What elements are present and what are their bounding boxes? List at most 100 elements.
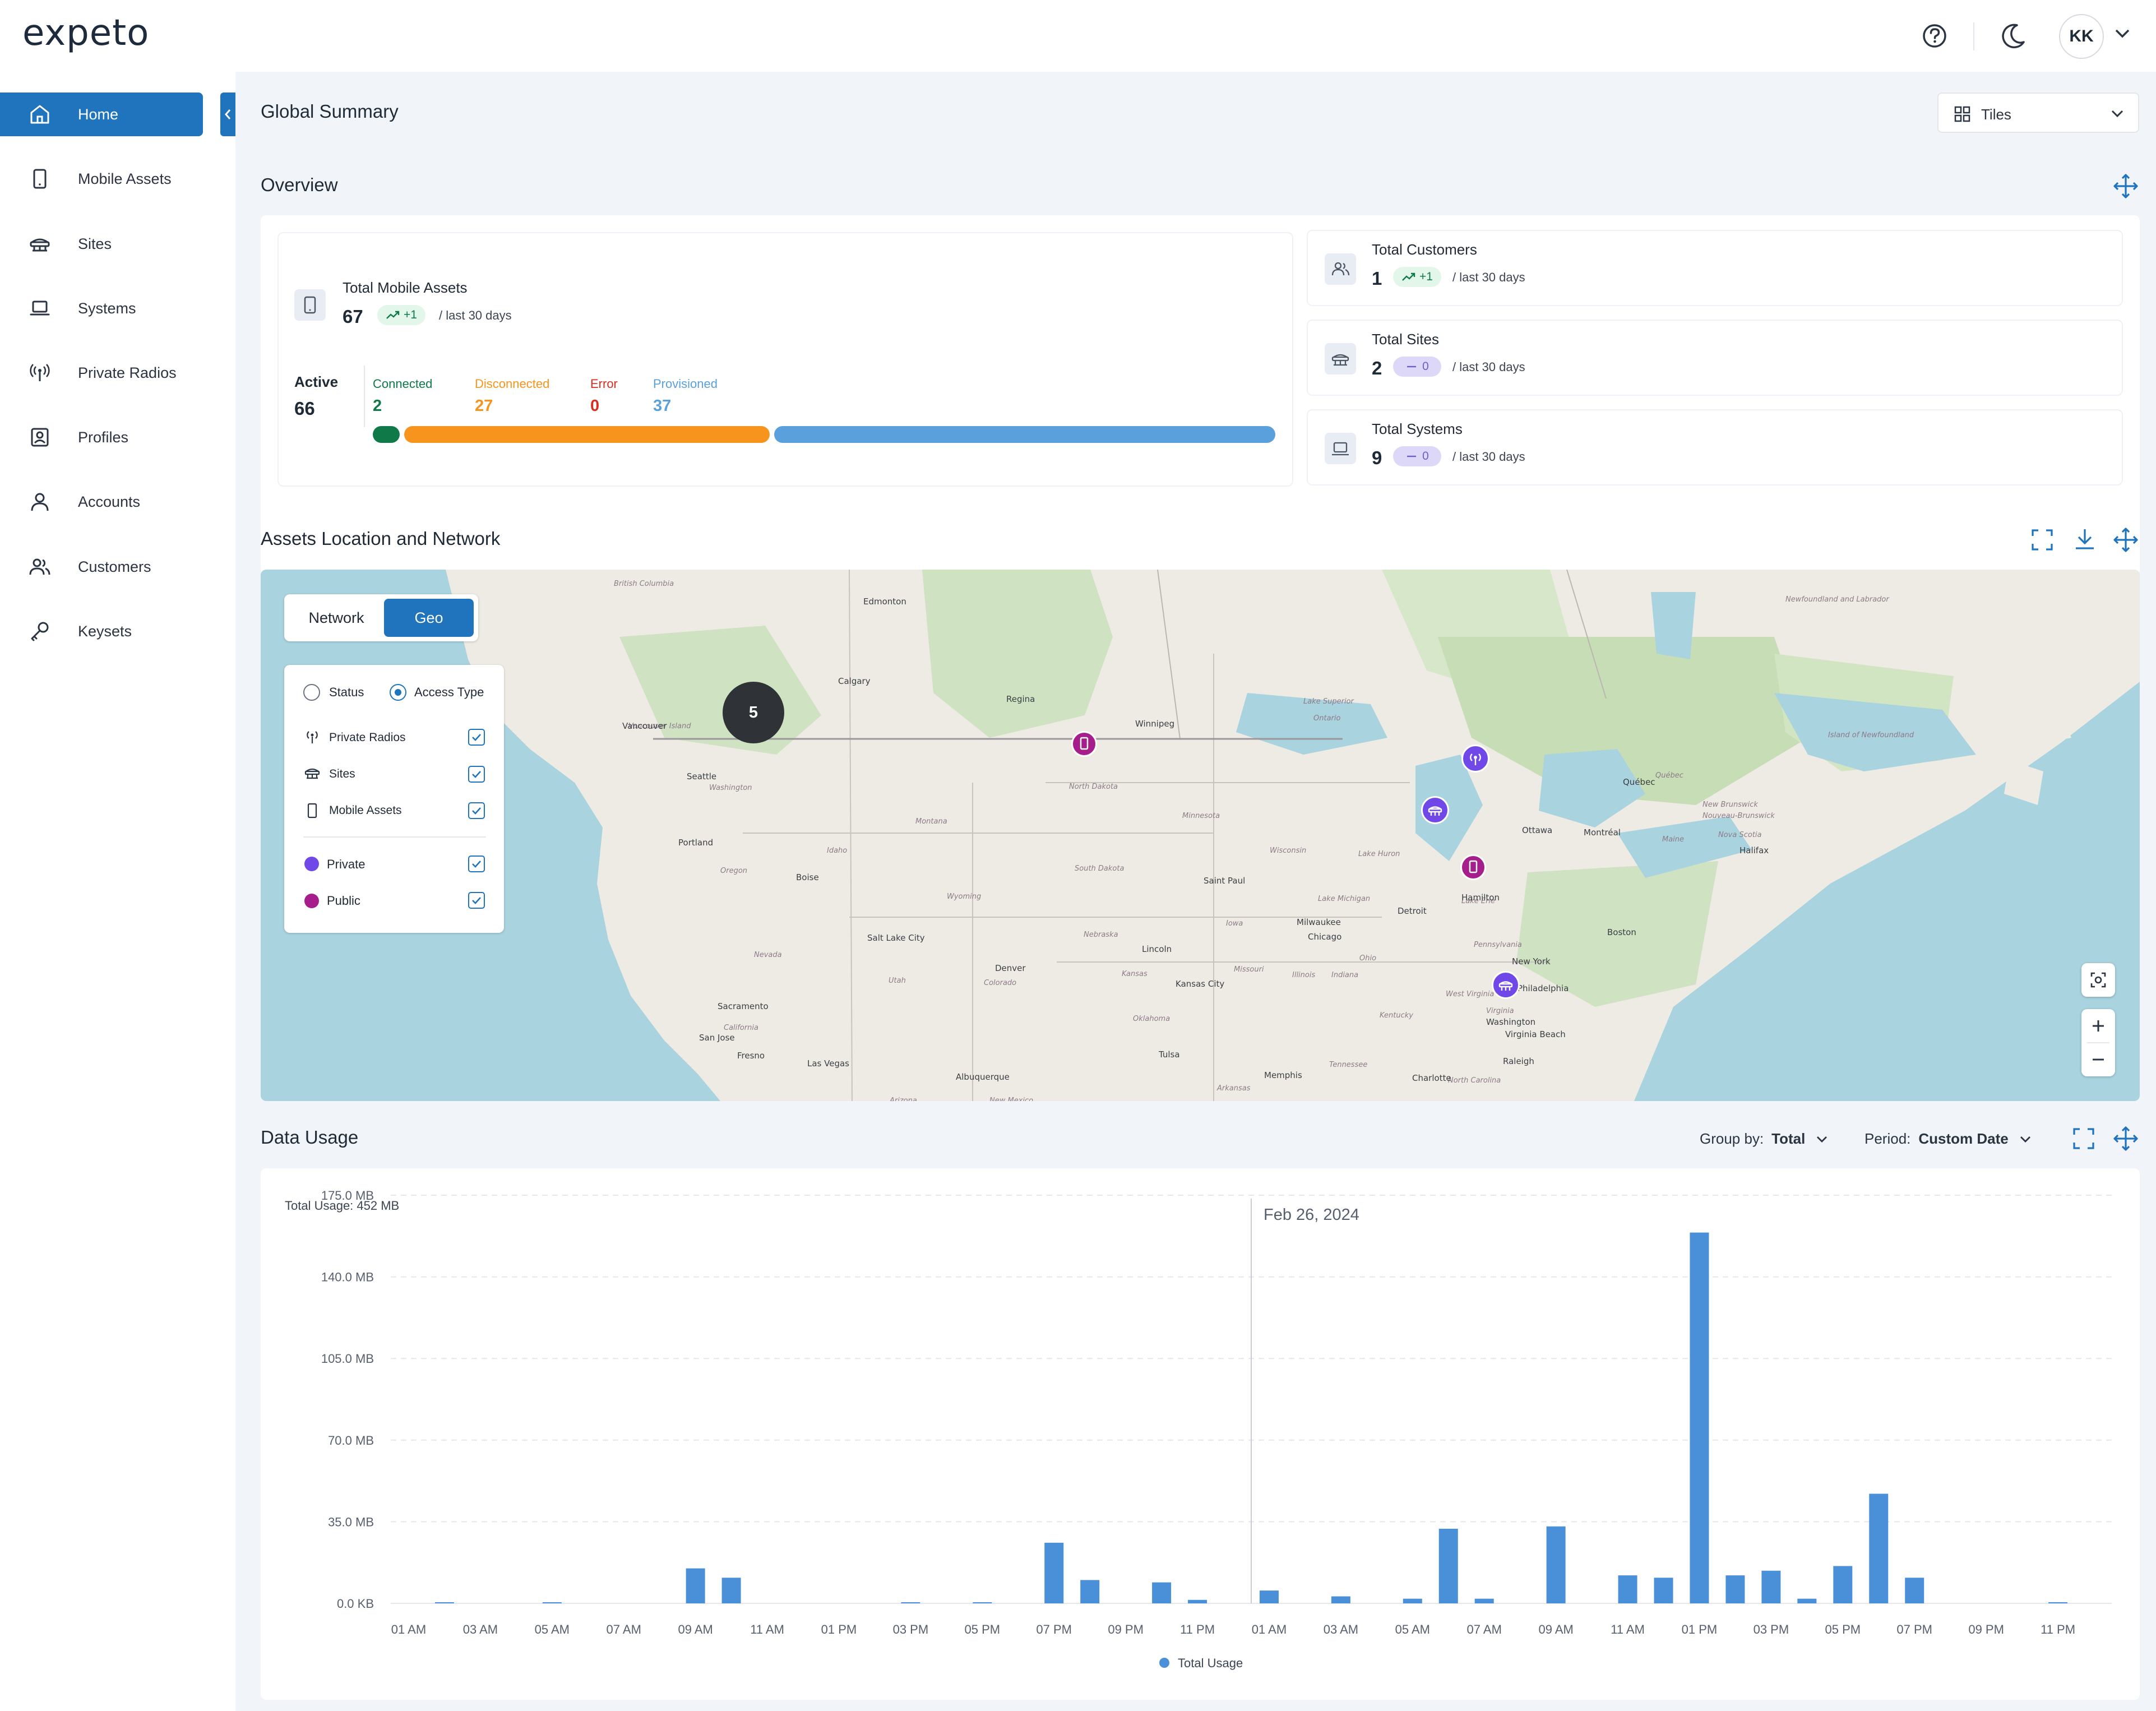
chart-canvas: 175.0 MB 140.0 MB 105.0 MB 70.0 MB 35.0 MB 0.… xyxy=(321,1189,2112,1670)
usage-bar[interactable] xyxy=(2048,1602,2068,1603)
mobile-asset-marker[interactable] xyxy=(1071,731,1097,757)
usage-bar[interactable] xyxy=(1331,1596,1350,1603)
usage-bar[interactable] xyxy=(1080,1580,1100,1603)
site-marker[interactable] xyxy=(1421,796,1449,824)
checkbox-private-radios[interactable] xyxy=(468,729,485,746)
drag-move-icon[interactable] xyxy=(2113,173,2139,199)
dark-mode-moon-icon[interactable] xyxy=(2000,19,2028,53)
laptop-icon xyxy=(30,300,50,316)
top-header: expeto KK xyxy=(0,0,2156,72)
x-tick-label: 09 AM xyxy=(1538,1622,1573,1636)
usage-bar[interactable] xyxy=(686,1568,705,1603)
checkbox-public[interactable] xyxy=(468,892,485,909)
chevron-down-icon[interactable] xyxy=(2113,27,2131,40)
y-tick-label: 175.0 MB xyxy=(321,1189,374,1203)
usage-bar[interactable] xyxy=(1654,1578,1673,1603)
map-region-label: New Brunswick xyxy=(1702,801,1758,809)
sidebar-collapse-button[interactable] xyxy=(220,93,237,136)
tab-network[interactable]: Network xyxy=(308,609,364,626)
usage-bar[interactable] xyxy=(901,1602,920,1603)
radio-status-label: Status xyxy=(329,685,364,699)
usage-bar[interactable] xyxy=(1188,1599,1207,1603)
usage-bar[interactable] xyxy=(1152,1582,1172,1603)
map-city-label: San Jose xyxy=(699,1033,735,1043)
expeto-logo[interactable]: expeto xyxy=(22,12,150,54)
private-radio-marker[interactable] xyxy=(1461,744,1489,773)
private-color-dot xyxy=(304,857,319,871)
active-count: 66 xyxy=(294,398,315,419)
usage-bar[interactable] xyxy=(721,1578,741,1603)
usage-bar[interactable] xyxy=(1833,1566,1853,1603)
sidebar-item-private-radios[interactable]: Private Radios xyxy=(0,351,203,395)
fullscreen-icon[interactable] xyxy=(2072,1127,2095,1150)
view-select[interactable]: Tiles xyxy=(1937,93,2139,133)
map-city-label: Calgary xyxy=(838,676,871,686)
usage-bar[interactable] xyxy=(1044,1542,1064,1603)
asset-cluster-marker[interactable]: 5 xyxy=(723,682,784,743)
map-region-label: Lake Michigan xyxy=(1318,895,1371,903)
usage-bar[interactable] xyxy=(973,1602,992,1603)
usage-bar[interactable] xyxy=(542,1602,562,1603)
usage-bar[interactable] xyxy=(1761,1570,1781,1603)
user-avatar[interactable]: KK xyxy=(2059,14,2104,59)
group-by-select[interactable]: Group by: Total xyxy=(1700,1130,1829,1148)
sidebar-item-customers[interactable]: Customers xyxy=(0,545,203,589)
sidebar-item-keysets[interactable]: Keysets xyxy=(0,609,203,653)
map-region-label: Utah xyxy=(889,977,906,985)
usage-bar[interactable] xyxy=(1546,1526,1566,1603)
checkbox-mobile-assets[interactable] xyxy=(468,802,485,819)
usage-bar[interactable] xyxy=(434,1602,454,1603)
sidebar-item-label: Profiles xyxy=(78,429,129,446)
usage-bar[interactable] xyxy=(1869,1493,1889,1603)
fullscreen-icon[interactable] xyxy=(2030,528,2054,552)
y-tick-label: 140.0 MB xyxy=(321,1270,374,1284)
period-label: / last 30 days xyxy=(439,308,512,322)
sidebar-item-mobile-assets[interactable]: Mobile Assets xyxy=(0,157,203,201)
zoom-in-icon[interactable] xyxy=(2081,1009,2115,1043)
x-tick-label: 05 AM xyxy=(535,1622,570,1636)
checkbox-private[interactable] xyxy=(468,856,485,872)
sidebar-item-accounts[interactable]: Accounts xyxy=(0,480,203,524)
radio-access-type[interactable] xyxy=(390,684,406,701)
site-marker[interactable] xyxy=(1492,971,1520,999)
map-region-label: Island of Newfoundland xyxy=(1828,731,1914,739)
x-tick-label: 07 PM xyxy=(1896,1622,1932,1636)
legend-label[interactable]: Total Usage xyxy=(1178,1656,1243,1670)
period-select[interactable]: Period: Custom Date xyxy=(1864,1130,2032,1148)
recenter-button[interactable] xyxy=(2081,963,2115,997)
zoom-out-icon[interactable] xyxy=(2081,1043,2115,1076)
radio-status[interactable] xyxy=(303,684,320,701)
drag-move-icon[interactable] xyxy=(2113,527,2139,553)
checkbox-sites[interactable] xyxy=(468,766,485,783)
map-city-label: Philadelphia xyxy=(1517,983,1569,993)
usage-bar[interactable] xyxy=(1474,1598,1494,1603)
usage-bar[interactable] xyxy=(1725,1575,1745,1603)
mobile-icon xyxy=(1080,737,1089,750)
sidebar-item-profiles[interactable]: Profiles xyxy=(0,415,203,459)
map-city-label: Sacramento xyxy=(718,1001,769,1011)
tab-geo[interactable]: Geo xyxy=(384,599,474,637)
overview-title: Overview xyxy=(261,174,338,195)
sidebar-item-systems[interactable]: Systems xyxy=(0,286,203,330)
usage-bar[interactable] xyxy=(1403,1598,1422,1603)
x-tick-label: 07 PM xyxy=(1036,1622,1072,1636)
help-icon[interactable] xyxy=(1922,19,1947,53)
total-usage-label: Total Usage: 452 MB xyxy=(285,1199,400,1213)
usage-bar[interactable] xyxy=(1438,1528,1458,1603)
x-tick-label: 11 AM xyxy=(1611,1622,1645,1636)
drag-move-icon[interactable] xyxy=(2113,1126,2139,1152)
sidebar-item-sites[interactable]: Sites xyxy=(0,222,203,266)
usage-bar[interactable] xyxy=(1618,1575,1637,1603)
sidebar-item-home[interactable]: Home xyxy=(0,93,203,136)
download-icon[interactable] xyxy=(2073,527,2097,552)
usage-bar[interactable] xyxy=(1797,1598,1817,1603)
map-city-label: Chicago xyxy=(1308,932,1342,942)
map-region-label: Arkansas xyxy=(1217,1084,1251,1093)
x-tick-label: 01 PM xyxy=(1682,1622,1718,1636)
usage-bar[interactable] xyxy=(1905,1578,1924,1603)
trend-value: 0 xyxy=(1422,450,1429,463)
geo-map[interactable]: British Columbia Washington Oregon Idaho Mon… xyxy=(261,570,2140,1101)
usage-bar[interactable] xyxy=(1690,1232,1709,1603)
mobile-asset-marker[interactable] xyxy=(1460,854,1486,880)
usage-bar[interactable] xyxy=(1259,1590,1279,1603)
